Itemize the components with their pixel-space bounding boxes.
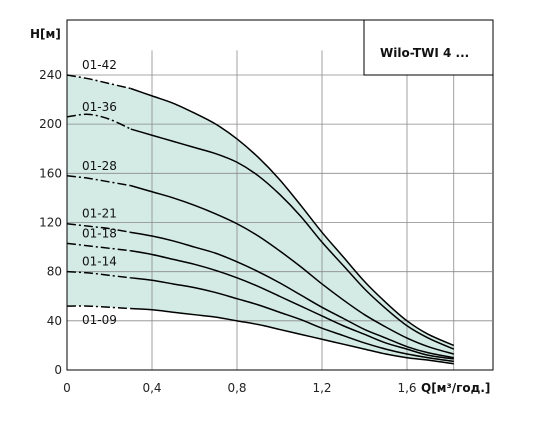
legend-text: Wilo-TWI 4 ... xyxy=(380,46,469,60)
series-label: 01-14 xyxy=(82,255,117,269)
series-line-01-28 xyxy=(130,184,454,355)
series-line-01-36 xyxy=(130,128,455,350)
series-line-dashed-01-42 xyxy=(66,74,131,90)
tick-labels: 0 40 80 120 160 200 240 0 0,4 0,8 1,2 1,6 xyxy=(39,68,416,395)
series-line-01-18 xyxy=(130,250,454,360)
series-line-dashed-01-09 xyxy=(66,305,131,310)
y-axis-label: H[м] xyxy=(30,27,61,41)
x-tick-label: 1,2 xyxy=(312,381,331,395)
series-label: 01-36 xyxy=(82,100,117,114)
x-tick-label: 0,8 xyxy=(227,381,246,395)
y-tick-label: 0 xyxy=(54,363,62,377)
series-labels: 01-42 01-36 01-28 01-21 01-18 01-14 01-09 xyxy=(82,58,117,327)
y-tick-label: 160 xyxy=(39,166,62,180)
series-label: 01-18 xyxy=(82,226,117,240)
series-label: 01-42 xyxy=(82,58,117,72)
x-tick-label: 1,6 xyxy=(397,381,416,395)
series-line-01-09 xyxy=(130,307,454,365)
x-tick-label: 0,4 xyxy=(142,381,161,395)
series-line-01-42 xyxy=(130,87,455,347)
plot-frame xyxy=(66,19,494,371)
operating-area-fill xyxy=(67,74,454,364)
series-label: 01-21 xyxy=(82,207,117,221)
series-line-dashed-01-14 xyxy=(66,270,131,279)
series-lines xyxy=(66,74,455,365)
legend-box: Wilo-TWI 4 ... xyxy=(363,19,494,76)
series-label: 01-28 xyxy=(82,159,117,173)
operating-area xyxy=(67,74,454,364)
series-line-dashed-01-18 xyxy=(66,242,131,252)
series-label: 01-09 xyxy=(82,313,117,327)
y-tick-label: 120 xyxy=(39,215,62,229)
y-tick-label: 40 xyxy=(47,314,62,328)
series-line-01-21 xyxy=(130,231,454,359)
y-tick-label: 240 xyxy=(39,68,62,82)
x-tick-label: 0 xyxy=(63,381,71,395)
y-tick-label: 80 xyxy=(47,265,62,279)
x-axis-label: Q[м³/год.] xyxy=(421,381,490,395)
series-line-01-14 xyxy=(130,277,454,363)
series-line-dashed-01-28 xyxy=(66,175,131,187)
series-line-dashed-01-36 xyxy=(66,113,132,130)
series-line-dashed-01-21 xyxy=(66,222,131,234)
y-tick-label: 200 xyxy=(39,117,62,131)
